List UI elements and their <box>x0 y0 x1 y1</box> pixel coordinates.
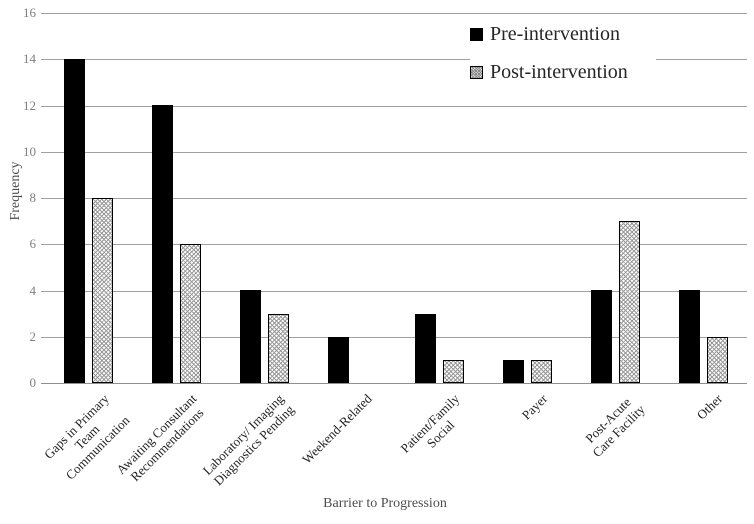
gridline <box>41 198 747 199</box>
x-category-label: Other <box>694 391 726 423</box>
bar-post-intervention <box>619 221 640 383</box>
y-tick-label: 6 <box>29 236 37 251</box>
y-tick-label: 12 <box>23 98 36 113</box>
gridline <box>41 59 747 60</box>
x-category-label: Patient/Family Social <box>397 391 463 456</box>
gridline <box>41 337 747 338</box>
legend-label-post-intervention: Post-intervention <box>490 61 628 83</box>
x-axis-line <box>41 383 747 384</box>
x-category-label: Post-Acute Care Facility <box>582 394 649 460</box>
y-tick-label: 0 <box>29 375 37 390</box>
bar-pre-intervention <box>679 290 700 383</box>
legend-label-pre-intervention: Pre-intervention <box>490 23 620 45</box>
x-axis-title: Barrier to Progression <box>323 496 447 511</box>
bar-post-intervention <box>92 198 113 383</box>
bar-pre-intervention <box>152 105 173 383</box>
bar-post-intervention <box>531 360 552 383</box>
bar-pre-intervention <box>64 59 85 383</box>
pre-intervention-swatch-icon <box>470 27 483 41</box>
legend-entry-post-intervention: Post-intervention <box>470 55 656 89</box>
bar-pre-intervention <box>328 337 349 383</box>
bar-pre-intervention <box>415 314 436 383</box>
bar-post-intervention <box>180 244 201 383</box>
bar-pre-intervention <box>591 290 612 383</box>
legend: Pre-intervention Post-intervention <box>470 15 656 91</box>
gridline <box>41 152 747 153</box>
y-tick-label: 2 <box>29 329 37 344</box>
bar-post-intervention <box>443 360 464 383</box>
legend-entry-pre-intervention: Pre-intervention <box>470 17 656 51</box>
y-tick-label: 8 <box>29 190 37 205</box>
gridline <box>41 13 747 14</box>
bar-pre-intervention <box>240 290 261 383</box>
x-category-label: Laboratory/ Imaging Diagnostics Pending <box>199 391 297 489</box>
gridline <box>41 106 747 107</box>
x-category-label: Awaiting Consultant Recommendations <box>113 391 207 485</box>
y-tick-label: 4 <box>29 283 37 298</box>
x-category-label: Payer <box>519 391 551 423</box>
post-intervention-swatch-icon <box>470 65 483 79</box>
bar-pre-intervention <box>503 360 524 383</box>
y-tick-label: 16 <box>23 5 36 20</box>
bar-post-intervention <box>268 314 289 383</box>
y-tick-label: 10 <box>23 144 36 159</box>
y-tick-label: 14 <box>23 51 36 66</box>
gridline <box>41 291 747 292</box>
gridline <box>41 244 747 245</box>
bar-post-intervention <box>707 337 728 383</box>
x-category-label: Weekend-Related <box>298 391 375 467</box>
